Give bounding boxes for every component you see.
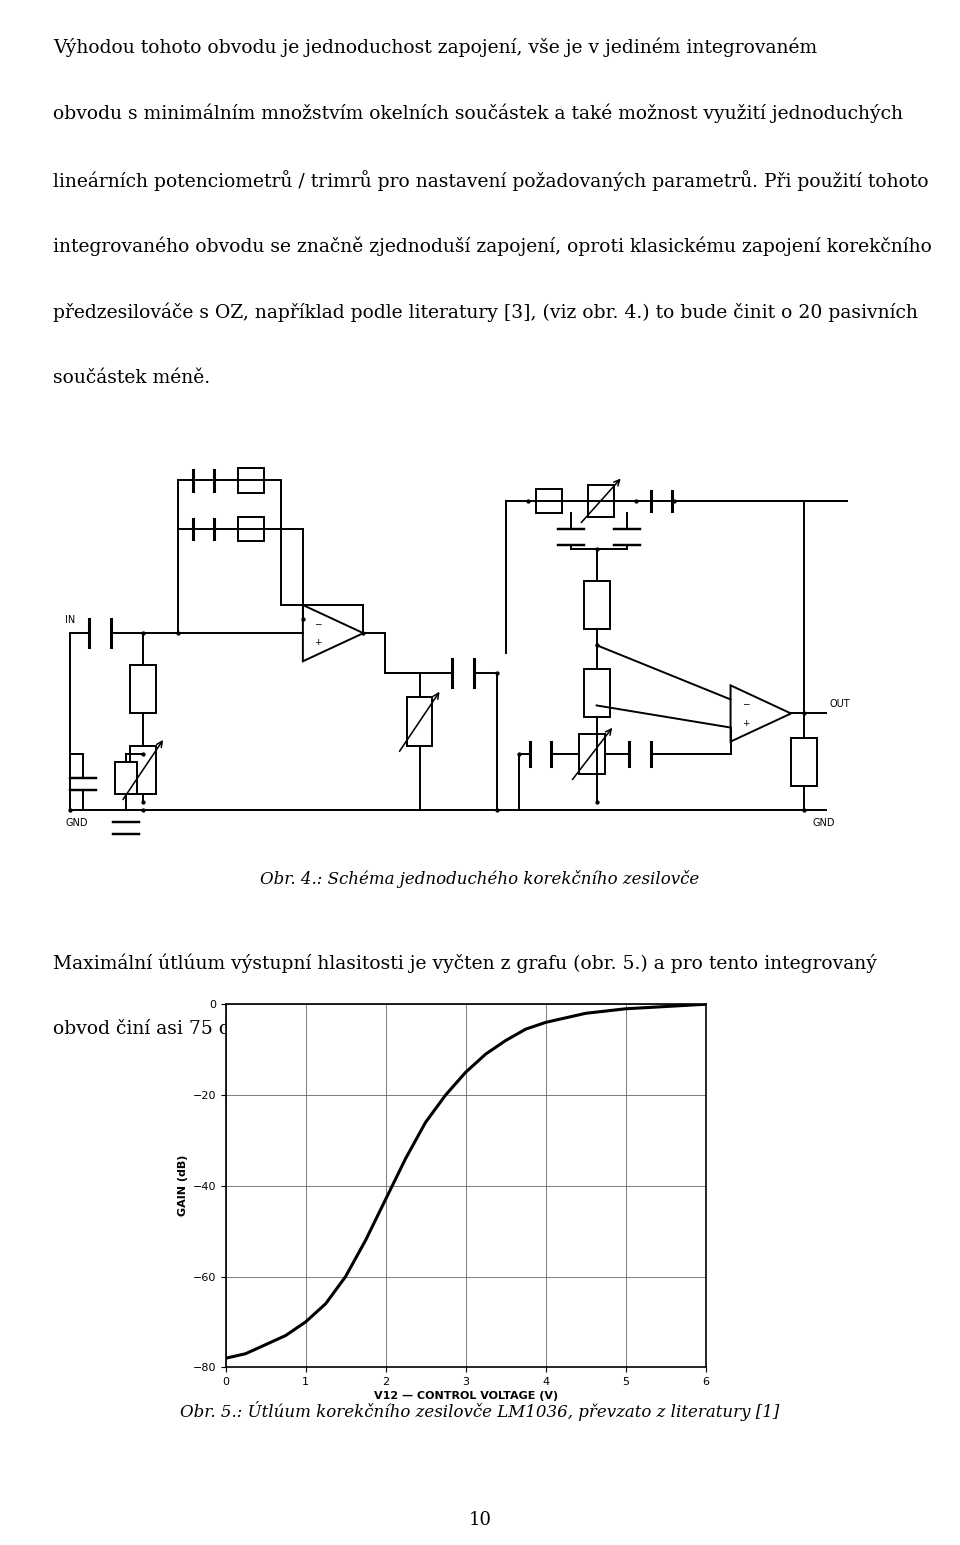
Text: GND: GND xyxy=(813,817,835,828)
Bar xyxy=(537,488,563,513)
Text: obvodu s minimálním množstvím okelních součástek a také možnost využití jednoduc: obvodu s minimálním množstvím okelních s… xyxy=(53,104,902,124)
Bar xyxy=(238,516,264,541)
Bar xyxy=(238,468,264,493)
Text: +: + xyxy=(742,718,750,728)
Text: Obr. 4.: Schéma jednoduchého korekčního zesilovče: Obr. 4.: Schéma jednoduchého korekčního … xyxy=(260,870,700,888)
Text: součástek méně.: součástek méně. xyxy=(53,369,210,388)
Bar xyxy=(588,485,614,516)
Bar xyxy=(131,666,156,714)
Bar xyxy=(584,581,610,629)
Y-axis label: GAIN (dB): GAIN (dB) xyxy=(179,1156,188,1216)
Text: Maximální útlúum výstupní hlasitosti je vyčten z grafu (obr. 5.) a pro tento int: Maximální útlúum výstupní hlasitosti je … xyxy=(53,953,876,973)
Text: 10: 10 xyxy=(468,1511,492,1530)
Bar xyxy=(791,737,817,786)
Text: GND: GND xyxy=(65,817,87,828)
Bar xyxy=(580,734,605,774)
Text: OUT: OUT xyxy=(829,700,851,709)
Bar xyxy=(115,762,136,794)
Bar xyxy=(131,746,156,794)
Text: −: − xyxy=(742,700,750,709)
Text: předzesilováče s OZ, například podle literatury [3], (viz obr. 4.) to bude činit: předzesilováče s OZ, například podle lit… xyxy=(53,303,918,323)
Text: +: + xyxy=(314,638,322,647)
Bar xyxy=(407,697,432,746)
X-axis label: V12 — CONTROL VOLTAGE (V): V12 — CONTROL VOLTAGE (V) xyxy=(373,1390,558,1401)
Bar xyxy=(584,669,610,717)
Text: Obr. 5.: Útlúum korekčního zesilovče LM1036, převzato z literatury [1]: Obr. 5.: Útlúum korekčního zesilovče LM1… xyxy=(180,1401,780,1421)
Text: obvod činí asi 75 dB.: obvod činí asi 75 dB. xyxy=(53,1020,251,1038)
Text: integrovaného obvodu se značně zjednoduší zapojení, oproti klasickému zapojení k: integrovaného obvodu se značně zjednoduš… xyxy=(53,236,931,256)
Text: IN: IN xyxy=(65,615,76,626)
Text: lineárních potenciometrů / trimrů pro nastavení požadovaných parametrů. Při použ: lineárních potenciometrů / trimrů pro na… xyxy=(53,170,928,192)
Text: Výhodou tohoto obvodu je jednoduchost zapojení, vše je v jediném integrovaném: Výhodou tohoto obvodu je jednoduchost za… xyxy=(53,37,817,57)
Text: −: − xyxy=(314,620,322,629)
